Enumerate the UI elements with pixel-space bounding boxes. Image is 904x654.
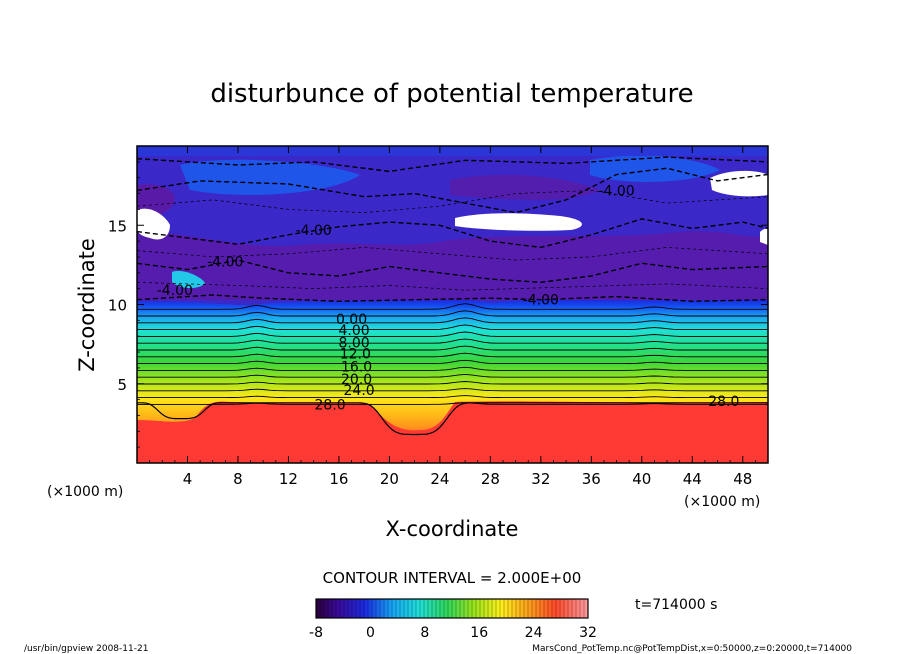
colorbar-tick-label: 16 [470, 625, 488, 641]
contour-label: 8.00 [338, 336, 369, 352]
contour-line [137, 373, 768, 378]
contour-label: -4.00 [523, 293, 559, 309]
x-tick-label: 44 [683, 470, 702, 488]
contour-line-thin [137, 247, 768, 261]
colorbar-ticks: -8 0 8 16 24 32 [309, 625, 597, 641]
contour-lines [137, 156, 768, 436]
footer-right: MarsCond_PotTemp.nc@PotTempDist,x=0:5000… [532, 644, 852, 654]
y-axis-label: Z-coordinate [75, 238, 99, 372]
x-axis: 4 8 12 16 20 24 28 32 36 40 44 48 [149, 146, 756, 488]
contour-label: 0.00 [336, 312, 367, 328]
contour-line-negative [137, 156, 768, 173]
contour-label: 12.0 [340, 347, 371, 363]
contour-line [137, 352, 768, 358]
footer-left: /usr/bin/gpview 2008-11-21 [24, 644, 148, 654]
contour-interval-text: CONTOUR INTERVAL = 2.000E+00 [323, 569, 582, 587]
y-tick-label: 10 [108, 297, 127, 315]
y-tick-label: 5 [117, 376, 127, 394]
contour-line [137, 303, 768, 310]
contour-line [137, 310, 768, 317]
contour-label: 28.0 [708, 394, 739, 410]
x-tick-label: 24 [430, 470, 449, 488]
contour-line [137, 331, 768, 337]
y-axis: 5 10 15 [108, 161, 768, 448]
x-tick-label: 28 [481, 470, 500, 488]
colorbar-tick-label: -8 [309, 625, 323, 641]
contour-label: -4.00 [157, 283, 193, 299]
contour-label: 20.0 [341, 372, 372, 388]
contour-line-negative [137, 294, 768, 303]
chart-title: disturbunce of potential temperature [210, 79, 693, 109]
contour-line [137, 395, 768, 399]
contour-line-negative [137, 167, 768, 214]
contour-line [137, 324, 768, 331]
colorbar-tick-label: 8 [420, 625, 429, 641]
x-tick-label: 12 [279, 470, 298, 488]
contour-labels: -4.00 -4.00 -4.00 -4.00 -4.00 0.004.008.0012.… [157, 183, 740, 413]
colorbar-frame [315, 598, 589, 619]
colorbar-tick-label: 24 [525, 625, 543, 641]
time-label: t=714000 s [635, 597, 717, 613]
colorbar-stripes [319, 599, 585, 618]
contour-label: 28.0 [315, 397, 346, 413]
colorbar-tick-label: 32 [579, 625, 597, 641]
contour-line [137, 366, 768, 371]
contour-label: -4.00 [598, 183, 634, 199]
contour-label: -4.00 [207, 255, 243, 271]
x-tick-label: 48 [733, 470, 752, 488]
x-tick-label: 16 [329, 470, 348, 488]
x-unit-left: (×1000 m) [47, 484, 123, 500]
contour-line [137, 345, 768, 351]
y-tick-label: 15 [108, 217, 127, 235]
contour-label: -4.00 [296, 223, 332, 239]
x-tick-label: 40 [632, 470, 651, 488]
x-tick-label: 36 [582, 470, 601, 488]
colorbar-tick-label: 0 [366, 625, 375, 641]
contour-line-negative [137, 259, 768, 284]
contour-line [137, 388, 768, 392]
contour-label: 16.0 [341, 359, 372, 375]
contour-label: 24.0 [344, 383, 375, 399]
contour-line [137, 402, 768, 405]
contour-line-negative [137, 218, 768, 249]
contour-line-28 [137, 402, 768, 436]
contour-line [137, 338, 768, 344]
contour-label: 4.00 [338, 323, 369, 339]
x-tick-label: 20 [380, 470, 399, 488]
x-unit-right: (×1000 m) [684, 494, 760, 510]
x-tick-label: 8 [233, 470, 243, 488]
x-tick-label: 32 [531, 470, 550, 488]
contour-line [137, 381, 768, 385]
heatmap-field [137, 146, 768, 463]
x-tick-label: 4 [183, 470, 193, 488]
contour-line [137, 359, 768, 365]
contour-line [137, 317, 768, 324]
contour-line-thin [137, 281, 768, 291]
x-axis-label: X-coordinate [386, 517, 519, 541]
